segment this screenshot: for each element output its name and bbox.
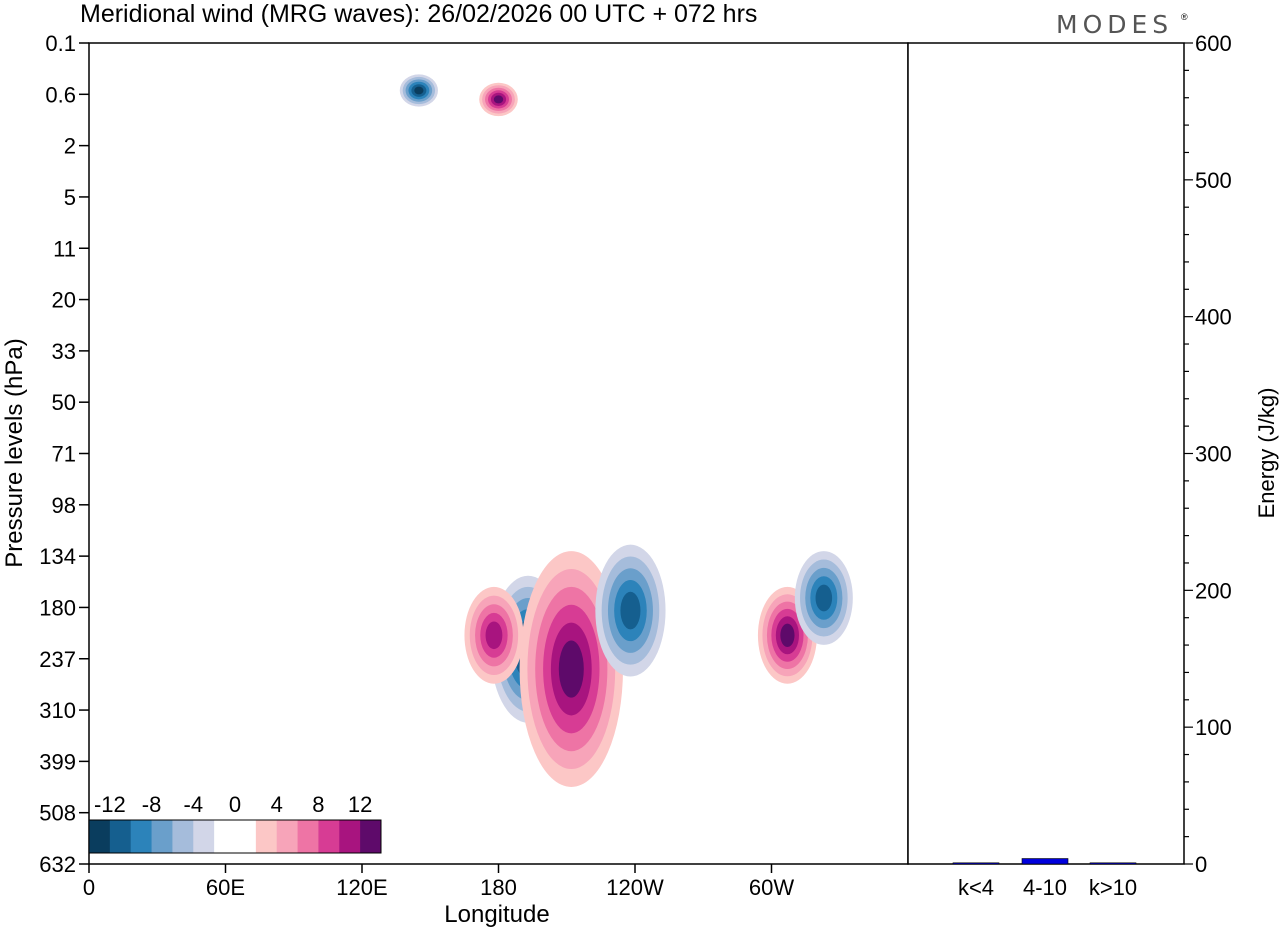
colorbar: -12 -8 -4 0 4 8 12 [88,792,382,854]
energy-category-label: k>10 [1089,875,1137,900]
y-tick-label: 5 [64,185,76,210]
chart-title: Meridional wind (MRG waves): 26/02/2026 … [80,0,757,28]
y-tick-label: 50 [52,390,76,415]
colorbar-swatch [235,820,257,853]
brand-mark: ® [1181,12,1188,22]
energy-tick-label: 400 [1195,305,1232,330]
energy-axis-label: Energy (J/kg) [1254,388,1279,519]
energy-tick-label: 200 [1195,578,1232,603]
colorbar-swatch [89,820,111,853]
y-tick-label: 2 [64,134,76,159]
energy-tick-label: 500 [1195,168,1232,193]
contour-level-5 [485,621,503,650]
y-tick-label: 237 [39,647,76,672]
x-tick-label: 60W [749,875,794,900]
colorbar-label: -12 [94,792,126,817]
colorbar-label: -8 [142,792,162,817]
colorbar-swatch [339,820,361,853]
y-tick-label: 11 [53,236,76,261]
y-tick-label: 632 [39,852,76,877]
colorbar-swatch [214,820,236,853]
x-tick-label: 60E [206,875,245,900]
contour-level-6 [493,95,504,104]
colorbar-label: 12 [348,792,372,817]
y-axis-label: Pressure levels (hPa) [1,338,28,567]
colorbar-label: 4 [271,792,283,817]
energy-frame [907,42,1185,865]
anomaly-cell-pos-4 [757,586,817,684]
energy-category-label: k<4 [958,875,994,900]
anomaly-cell-pos-1 [519,551,623,787]
colorbar-swatch [151,820,173,853]
anomaly-cell-neg-6 [399,74,438,107]
colorbar-swatch [318,820,340,853]
anomaly-cell-neg-5 [794,551,853,645]
x-tick-label: 120E [336,875,387,900]
y-tick-label: 33 [52,339,76,364]
colorbar-label: -4 [184,792,204,817]
x-axis-label: Longitude [444,901,549,928]
colorbar-swatch [255,820,278,853]
y-tick-label: 71 [52,442,76,467]
energy-bar-4-10 [1021,858,1069,865]
y-tick-label: 310 [39,698,76,723]
y-tick-label: 98 [52,493,76,518]
y-tick-label: 508 [39,801,76,826]
colorbar-swatch [109,820,132,853]
contour-level-5 [815,584,833,612]
colorbar-swatch [193,820,215,853]
colorbar-swatch [172,820,194,853]
energy-tick-label: 600 [1195,31,1232,56]
contour-level-6 [558,640,584,698]
energy-tick-label: 100 [1195,715,1232,740]
colorbar-swatch [130,820,152,853]
heatmap-plot [89,43,908,864]
colorbar-frame [88,819,382,854]
y-tick-label: 180 [39,595,76,620]
contour-level-6 [780,623,795,648]
energy-bar-k<4 [952,862,1000,865]
energy-bar-k>10 [1089,862,1137,865]
y-tick-label: 399 [39,749,76,774]
anomaly-cell-pos-7 [479,82,518,117]
colorbar-label: 8 [312,792,324,817]
energy-category-label: 4-10 [1023,875,1067,900]
colorbar-swatch [360,820,382,853]
energy-tick-label: 0 [1195,852,1207,877]
colorbar-swatch [297,820,319,853]
colorbar-swatch [276,820,298,853]
anomaly-cell-pos-3 [464,586,524,684]
x-tick-label: 0 [83,875,95,900]
contour-level-6 [414,86,424,95]
colorbar-label: 0 [229,792,241,817]
contour-level-5 [620,591,641,630]
y-tick-label: 134 [39,544,76,569]
y-tick-label: 0.6 [45,82,76,107]
x-tick-label: 180 [480,875,517,900]
energy-bar-chart: 0 100 200 300 400 500 600 k<4 4-10 k>10 [907,31,1232,900]
energy-tick-label: 300 [1195,442,1232,467]
y-tick-label: 0.1 [45,31,76,56]
x-tick-label: 120W [606,875,664,900]
brand-logo: MODES [1056,10,1173,39]
anomaly-cell-neg-2 [595,544,666,677]
heatmap-background [89,43,908,864]
y-tick-label: 20 [52,288,76,313]
